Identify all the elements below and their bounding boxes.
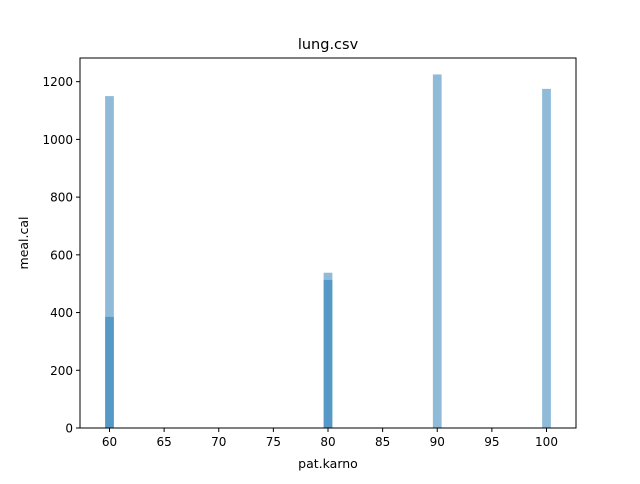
x-tick-label: 60 — [102, 435, 117, 449]
x-axis-ticks: 60 65 70 75 80 85 90 95 100 — [102, 428, 558, 449]
x-tick-label: 95 — [484, 435, 499, 449]
x-tick-label: 65 — [156, 435, 171, 449]
y-tick-label: 1200 — [42, 75, 73, 89]
bar-4 — [432, 74, 442, 428]
bar-1 — [105, 316, 114, 428]
y-axis-ticks: 0 200 400 600 800 1000 1200 — [42, 75, 80, 436]
y-tick-label: 200 — [50, 364, 73, 378]
x-tick-label: 75 — [266, 435, 281, 449]
y-tick-label: 400 — [50, 306, 73, 320]
y-axis-label: meal.cal — [16, 217, 31, 270]
bar-3 — [323, 279, 333, 428]
x-tick-label: 90 — [430, 435, 445, 449]
y-tick-label: 0 — [65, 422, 73, 436]
y-tick-label: 600 — [50, 248, 73, 262]
chart-title: lung.csv — [298, 37, 359, 53]
bars-group — [105, 74, 551, 428]
y-tick-label: 800 — [50, 191, 73, 205]
x-tick-label: 85 — [375, 435, 390, 449]
bar-0 — [105, 96, 114, 428]
x-tick-label: 70 — [211, 435, 226, 449]
x-axis-label: pat.karno — [298, 456, 358, 471]
x-tick-label: 100 — [535, 435, 558, 449]
x-tick-label: 80 — [320, 435, 335, 449]
bar-5 — [542, 88, 551, 428]
y-tick-label: 1000 — [42, 133, 73, 147]
